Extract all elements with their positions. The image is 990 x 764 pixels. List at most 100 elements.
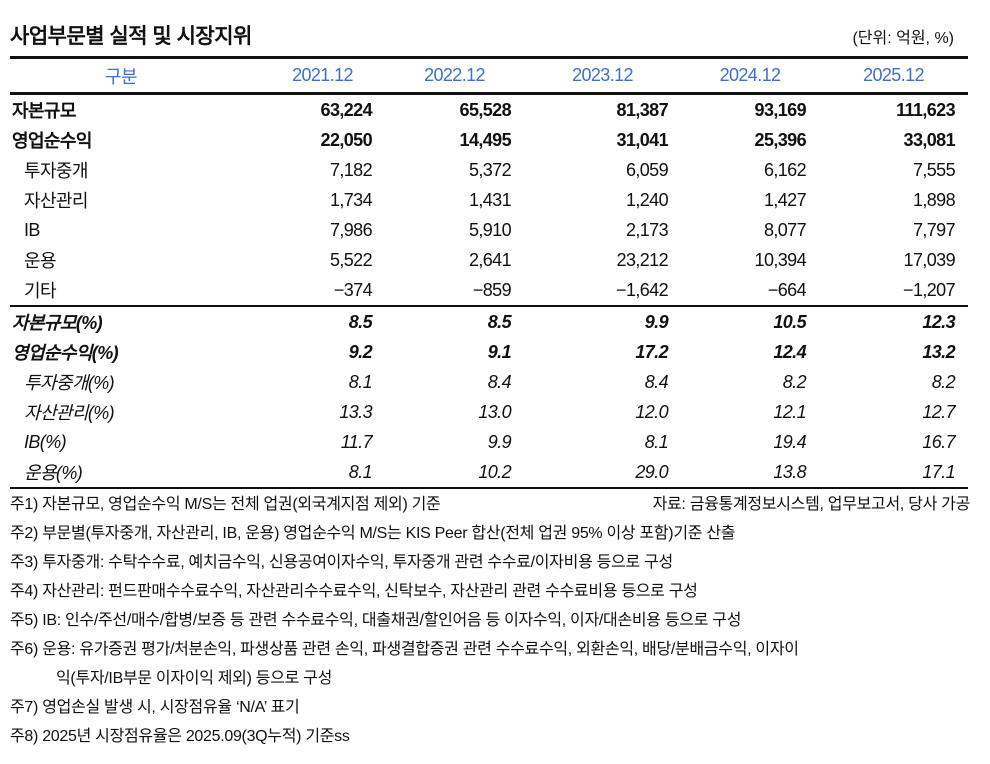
row-value: 65,528 bbox=[459, 99, 512, 120]
table-row: 자산관리(%) 13.3 13.0 12.0 12.1 12.7 bbox=[10, 397, 968, 427]
table-row: IB(%) 11.7 9.9 8.1 19.4 16.7 bbox=[10, 427, 968, 457]
row-value: 12.0 bbox=[635, 401, 668, 422]
row-label: IB(%) bbox=[24, 431, 67, 452]
row-value: 25,396 bbox=[754, 129, 807, 150]
row-label: 자본규모 bbox=[12, 101, 76, 121]
header-year: 2021.12 bbox=[260, 56, 385, 95]
row-value: 9.2 bbox=[348, 341, 373, 362]
row-label: 운용(%) bbox=[10, 457, 260, 489]
header-year: 2024.12 bbox=[681, 56, 819, 95]
row-label: 투자중개 bbox=[24, 161, 88, 181]
row-value: 7,182 bbox=[329, 159, 373, 180]
row-value: 1,427 bbox=[763, 189, 807, 210]
row-value: 13.8 bbox=[681, 457, 819, 489]
footnote: 주3) 투자중개: 수탁수수료, 예치금수익, 신용공여이자수익, 투자중개 관… bbox=[10, 554, 673, 571]
unit-label: (단위: 억원, %) bbox=[852, 30, 954, 47]
row-value: −374 bbox=[260, 275, 385, 307]
table-row: 영업순수익(%) 9.2 9.1 17.2 12.4 13.2 bbox=[10, 337, 968, 367]
row-value: 2,641 bbox=[468, 249, 512, 270]
row-label: IB bbox=[24, 219, 40, 240]
row-value: 29.0 bbox=[524, 457, 681, 489]
footnote-text: 주1) 자본규모, 영업순수익 M/S는 전체 업권(외국계지점 제외) 기준 bbox=[10, 496, 441, 513]
row-value: 13.0 bbox=[478, 401, 511, 422]
row-label: 기타 bbox=[10, 275, 260, 307]
row-value: 8,077 bbox=[763, 219, 807, 240]
row-value: 8.5 bbox=[348, 311, 373, 332]
table-row: 투자중개(%) 8.1 8.4 8.4 8.2 8.2 bbox=[10, 367, 968, 397]
row-value: 9.9 bbox=[644, 311, 669, 332]
row-value: 8.1 bbox=[260, 457, 385, 489]
row-value: 8.4 bbox=[644, 371, 669, 392]
row-value: 7,986 bbox=[329, 219, 373, 240]
row-value: 5,910 bbox=[468, 219, 512, 240]
table-row: 자산관리 1,734 1,431 1,240 1,427 1,898 bbox=[10, 185, 968, 215]
table-row: 자본규모 63,224 65,528 81,387 93,169 111,623 bbox=[10, 94, 968, 126]
row-value: 17.1 bbox=[819, 457, 968, 489]
row-label: 영업순수익 bbox=[12, 131, 92, 151]
row-label: 운용 bbox=[24, 251, 57, 271]
row-label: 영업순수익(%) bbox=[12, 343, 119, 363]
table-row: 영업순수익 22,050 14,495 31,041 25,396 33,081 bbox=[10, 125, 968, 155]
row-value: −1,207 bbox=[819, 275, 968, 307]
footnote: 주6) 운용: 유가증권 평가/처분손익, 파생상품 관련 손익, 파생결합증권… bbox=[10, 641, 799, 658]
header-year: 2022.12 bbox=[385, 56, 524, 95]
row-value: −859 bbox=[385, 275, 524, 307]
row-value: −1,642 bbox=[524, 275, 681, 307]
row-value: 1,898 bbox=[912, 189, 956, 210]
row-value: 17,039 bbox=[903, 249, 956, 270]
footnote: 주4) 자산관리: 펀드판매수수료수익, 자산관리수수료수익, 신탁보수, 자산… bbox=[10, 583, 698, 600]
header-category: 구분 bbox=[10, 56, 260, 95]
table-header: 구분 2021.12 2022.12 2023.12 2024.12 2025.… bbox=[10, 56, 968, 95]
page-title: 사업부문별 실적 및 시장지위 bbox=[10, 25, 252, 48]
footnote-continuation: 익(투자/IB부문 이자이익 제외) 등으로 구성 bbox=[56, 670, 333, 687]
row-value: 93,169 bbox=[754, 99, 807, 120]
row-value: 1,431 bbox=[468, 189, 512, 210]
header-year: 2025.12 bbox=[819, 56, 968, 95]
row-value: 5,522 bbox=[329, 249, 373, 270]
row-label: 투자중개(%) bbox=[24, 373, 115, 393]
row-value: 16.7 bbox=[922, 431, 955, 452]
row-value: 22,050 bbox=[320, 129, 373, 150]
row-label: 자본규모(%) bbox=[12, 313, 103, 333]
footnotes: 주1) 자본규모, 영업순수익 M/S는 전체 업권(외국계지점 제외) 기준 자… bbox=[10, 490, 970, 751]
row-value: 63,224 bbox=[320, 99, 373, 120]
row-value: 19.4 bbox=[773, 431, 806, 452]
table-row: 기타 −374 −859 −1,642 −664 −1,207 bbox=[10, 275, 968, 307]
row-value: 9.1 bbox=[487, 341, 512, 362]
footnote: 주8) 2025년 시장점유율은 2025.09(3Q누적) 기준ss bbox=[10, 728, 350, 745]
row-value: 8.2 bbox=[782, 371, 807, 392]
source-text: 자료: 금융통계정보시스템, 업무보고서, 당사 가공 bbox=[652, 496, 971, 513]
row-value: 11.7 bbox=[340, 431, 373, 452]
row-value: 8.4 bbox=[487, 371, 512, 392]
row-value: 5,372 bbox=[468, 159, 512, 180]
row-value: 13.3 bbox=[339, 401, 372, 422]
row-value: 2,173 bbox=[625, 219, 669, 240]
row-value: 12.7 bbox=[922, 401, 955, 422]
row-value: 7,797 bbox=[912, 219, 956, 240]
table-row: 투자중개 7,182 5,372 6,059 6,162 7,555 bbox=[10, 155, 968, 185]
row-value: −664 bbox=[681, 275, 819, 307]
row-value: 12.3 bbox=[922, 311, 955, 332]
row-value: 8.2 bbox=[931, 371, 956, 392]
row-label: 자산관리(%) bbox=[24, 403, 115, 423]
performance-table: 구분 2021.12 2022.12 2023.12 2024.12 2025.… bbox=[10, 56, 968, 489]
row-value: 8.5 bbox=[487, 311, 512, 332]
row-label: 자산관리 bbox=[24, 191, 88, 211]
table-row: IB 7,986 5,910 2,173 8,077 7,797 bbox=[10, 215, 968, 245]
table-row: 자본규모(%) 8.5 8.5 9.9 10.5 12.3 bbox=[10, 306, 968, 337]
header-year: 2023.12 bbox=[524, 56, 681, 95]
row-value: 23,212 bbox=[616, 249, 669, 270]
footnote: 주1) 자본규모, 영업순수익 M/S는 전체 업권(외국계지점 제외) 기준 자… bbox=[10, 490, 970, 519]
row-value: 14,495 bbox=[459, 129, 512, 150]
row-value: 7,555 bbox=[912, 159, 956, 180]
row-value: 12.1 bbox=[773, 401, 806, 422]
row-value: 10.5 bbox=[773, 311, 806, 332]
footnote: 주2) 부문별(투자중개, 자산관리, IB, 운용) 영업순수익 M/S는 K… bbox=[10, 525, 736, 542]
row-value: 31,041 bbox=[616, 129, 669, 150]
row-value: 1,734 bbox=[329, 189, 373, 210]
table-row: 운용 5,522 2,641 23,212 10,394 17,039 bbox=[10, 245, 968, 275]
row-value: 8.1 bbox=[644, 431, 669, 452]
footnote: 주5) IB: 인수/주선/매수/합병/보증 등 관련 수수료수익, 대출채권/… bbox=[10, 612, 742, 629]
row-value: 10,394 bbox=[754, 249, 807, 270]
row-value: 8.1 bbox=[348, 371, 373, 392]
